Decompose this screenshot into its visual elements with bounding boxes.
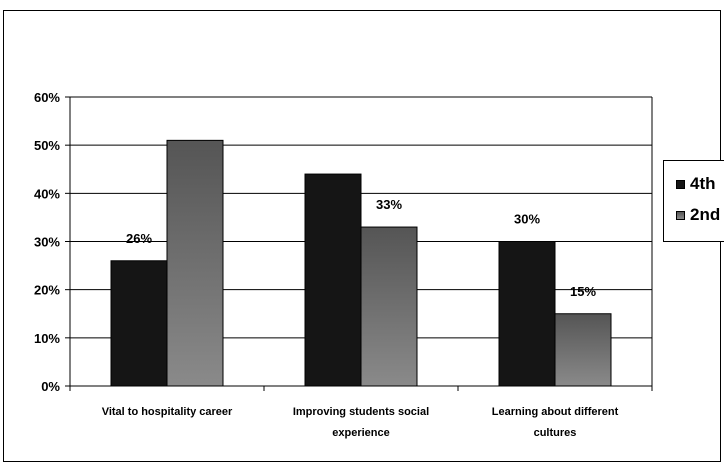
legend-label-4th: 4th (690, 174, 716, 193)
bar-2nd-0 (166, 139, 224, 387)
category-label: Improving students social (293, 406, 429, 418)
legend-swatch-4th (676, 179, 685, 189)
bar-4th-0 (110, 260, 168, 387)
y-tick-label: 50% (34, 138, 60, 153)
y-tick-label: 10% (34, 331, 60, 346)
y-tick-label: 20% (34, 283, 60, 298)
legend-label-2nd: 2nd (690, 205, 721, 224)
y-tick-label: 40% (34, 186, 60, 201)
legend: 4th 2nd (663, 160, 724, 242)
category-label: Learning about different (492, 406, 619, 418)
legend-item-2nd: 2nd (676, 205, 720, 225)
data-label: 26% (126, 231, 152, 246)
data-label: 30% (514, 212, 540, 227)
y-tick-label: 30% (34, 235, 60, 250)
data-label: 15% (570, 284, 596, 299)
y-tick-label: 0% (41, 379, 60, 394)
bar-4th-2 (498, 241, 556, 387)
bar-2nd-2 (554, 313, 612, 387)
bar-2nd-1 (360, 226, 418, 387)
category-label: cultures (534, 427, 577, 439)
legend-swatch-2nd (676, 210, 685, 220)
y-tick-label: 60% (34, 90, 60, 105)
data-label: 33% (376, 197, 402, 212)
legend-item-4th: 4th (676, 174, 716, 194)
bar-4th-1 (304, 173, 362, 387)
category-label: Vital to hospitality career (102, 406, 233, 418)
category-label: experience (332, 427, 389, 439)
